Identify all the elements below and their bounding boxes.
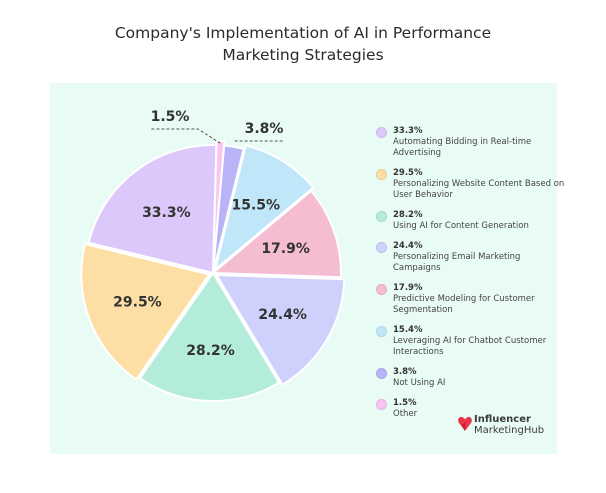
- legend-item: 28.2% Using AI for Content Generation: [376, 210, 566, 232]
- legend-label: Other: [393, 409, 418, 419]
- legend-swatch: [376, 211, 387, 222]
- legend-percent: 24.4%: [393, 241, 423, 251]
- legend-swatch: [376, 399, 387, 410]
- legend-percent: 29.5%: [393, 168, 423, 178]
- legend-swatch: [376, 326, 387, 337]
- pie-slice: [210, 189, 342, 279]
- legend-percent: 33.3%: [393, 126, 423, 136]
- pie-slice: [213, 144, 315, 273]
- brand-logo: Influencer MarketingHub: [458, 414, 558, 438]
- legend-label: Personalizing Email Marketing Campaigns: [393, 252, 521, 273]
- legend-item: 17.9% Predictive Modeling for Customer Se…: [376, 283, 566, 316]
- pie-slice: [138, 271, 281, 402]
- legend-item: 15.4% Leveraging AI for Chatbot Customer …: [376, 325, 566, 358]
- pie-slice: [80, 242, 211, 381]
- legend-swatch: [376, 169, 387, 180]
- slice-data-label: 33.3%: [142, 205, 191, 221]
- pie-slice: [214, 273, 346, 387]
- chart-title-line-1: Company's Implementation of AI in Perfor…: [114, 24, 492, 42]
- legend-item: 3.8% Not Using AI: [376, 367, 566, 389]
- slice-data-label: 17.9%: [261, 241, 310, 257]
- brand-line-2: MarketingHub: [474, 425, 545, 436]
- legend-item: 29.5% Personalizing Website Content Based…: [376, 168, 566, 201]
- leader-line: [150, 128, 221, 144]
- legend-swatch: [376, 284, 387, 295]
- brand-line-1: Influencer: [474, 414, 531, 425]
- slice-data-label: 1.5%: [151, 109, 190, 125]
- legend-label: Not Using AI: [393, 378, 446, 388]
- legend-item: 1.5% Other: [376, 398, 566, 420]
- legend-item: 33.3% Automating Bidding in Real-time Adv…: [376, 126, 566, 159]
- legend-percent: 28.2%: [393, 210, 423, 220]
- legend-label: Leveraging AI for Chatbot Customer Inter…: [393, 336, 547, 357]
- chart-panel: 33.3% 29.5% 28.2% 24.4% 17.9% 15.5% 1.5% 3.8%: [50, 83, 557, 454]
- brand-heart-icon: [458, 416, 472, 431]
- legend-label: Using AI for Content Generation: [393, 221, 529, 231]
- legend-percent: 1.5%: [393, 398, 417, 408]
- legend-item: 24.4% Personalizing Email Marketing Campa…: [376, 241, 566, 274]
- chart-title: Company's Implementation of AI in Perfor…: [0, 22, 606, 66]
- slice-data-label: 15.5%: [232, 197, 281, 213]
- chart-title-line-2: Marketing Strategies: [222, 46, 384, 64]
- legend-label: Predictive Modeling for Customer Segment…: [393, 294, 535, 315]
- pie-slice: [212, 140, 226, 270]
- slice-data-label: 28.2%: [186, 343, 235, 359]
- slice-data-label: 3.8%: [245, 121, 284, 137]
- chart-legend: 33.3% Automating Bidding in Real-time Adv…: [376, 126, 566, 429]
- legend-swatch: [376, 368, 387, 379]
- legend-percent: 15.4%: [393, 325, 423, 335]
- legend-swatch: [376, 242, 387, 253]
- legend-label: Automating Bidding in Real-time Advertis…: [393, 137, 532, 158]
- pie-slice: [87, 144, 218, 275]
- legend-swatch: [376, 127, 387, 138]
- slice-data-label: 24.4%: [258, 307, 307, 323]
- legend-percent: 3.8%: [393, 367, 417, 377]
- legend-percent: 17.9%: [393, 283, 423, 293]
- legend-label: Personalizing Website Content Based on U…: [393, 179, 565, 200]
- slice-data-label: 29.5%: [113, 295, 162, 311]
- pie-chart: 33.3% 29.5% 28.2% 24.4% 17.9% 15.5% 1.5% 3.8%: [80, 109, 346, 402]
